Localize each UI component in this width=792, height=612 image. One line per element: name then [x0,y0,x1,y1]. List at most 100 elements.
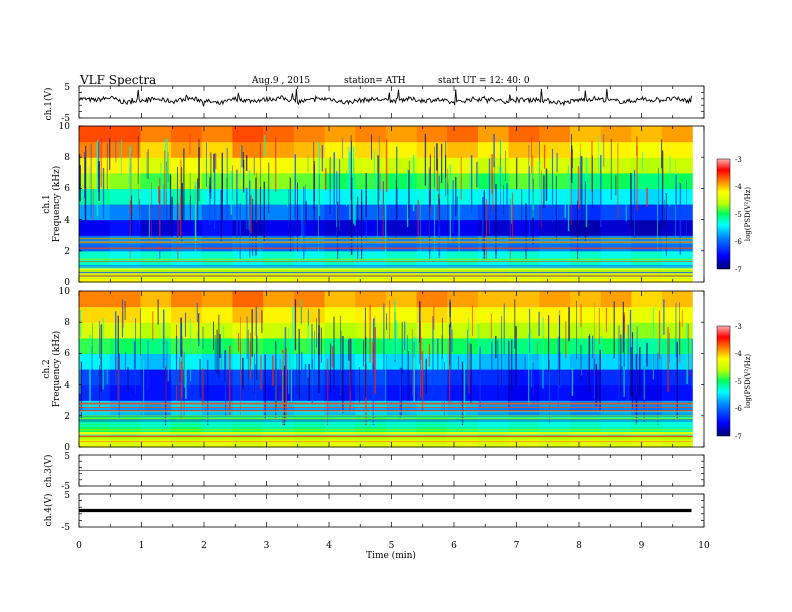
time-tick-8: 8 [576,541,582,551]
time-tick-6: 6 [451,541,457,551]
ch1-freq-tick-4: 4 [64,216,70,226]
spectrogram-cell [263,369,295,386]
spectrogram-cell [355,353,387,370]
spectrogram-cell [539,204,571,221]
ch2-spectrogram-ylabel-frequency: Frequency (kHz) [51,331,62,408]
spectrogram-cell [600,126,632,143]
spectrogram-cell [570,353,602,370]
spectrogram-no-data [692,291,705,447]
spectrogram-cell [232,291,264,308]
spectrogram-cell [109,172,141,189]
spectrogram-cell [570,172,602,189]
ch1-freq-ticks: 0 2 4 6 8 10 [59,122,71,288]
spectrogram-cell [140,431,172,448]
spectrogram-cell [109,291,141,308]
time-tick-marks [78,85,705,528]
spectrogram-cell [662,172,694,189]
spectrogram-cell [140,400,172,417]
spectrogram-cell [539,219,571,236]
ch2-colorbar-tick-m3: -3 [735,323,742,331]
spectrogram-cell [140,306,172,323]
ch2-colorbar-tick-m4: -4 [735,350,742,358]
spectrogram-cell [416,369,448,386]
spectrogram-cell [324,157,356,174]
spectrogram-cell [171,322,203,339]
spectrogram-cell [570,157,602,174]
spectrogram-cell [600,337,632,354]
ch2-freq-tick-8: 8 [64,318,70,328]
time-axis: 0 1 2 3 4 5 6 7 8 9 10 Time (min) [76,541,710,561]
spectrogram-cell [355,235,387,252]
spectrogram-cell [570,431,602,448]
ch2-colorbar-tick-m6: -6 [735,405,742,413]
spectrogram-cell [232,157,264,174]
ch3-ytick-top: 5 [64,452,70,462]
spectrogram-cell [662,291,694,308]
spectrogram-cell [385,291,418,308]
spectrogram-cell [201,306,234,323]
spectrogram-cell [171,126,203,143]
spectrogram-cell [79,219,111,236]
spectrogram-cell [600,141,632,158]
spectrogram-cell [171,431,203,448]
spectrogram-cell [447,291,479,308]
ch4-voltage-panel: 5 -5 ch.4(V) [43,491,705,533]
ch4-ytick-bottom: -5 [61,523,70,533]
spectrogram-cell [232,306,264,323]
ch1-spectrogram-ylabel-frequency: Frequency (kHz) [51,166,62,243]
spectrogram-cell [263,188,295,205]
ch2-colorbar: -3 -4 -5 -6 -7 log(PSD(V²/Hz) [716,323,752,441]
spectrogram-cell [631,204,663,221]
ch1-freq-tick-0: 0 [64,278,70,288]
spectrogram-cell [416,291,448,308]
ch2-freq-tick-0: 0 [64,443,70,453]
spectrogram-cell [662,204,694,221]
spectrogram-cell [539,337,571,354]
ch1-freq-tick-8: 8 [64,153,70,163]
spectrogram-cell [79,235,111,252]
spectrogram-cell [477,353,510,370]
spectrogram-cell [140,291,172,308]
spectrogram-cell [109,219,141,236]
spectrogram-cell [508,235,540,252]
spectrogram-cell [600,322,632,339]
header-station: station= ATH [344,76,406,86]
spectrogram-cell [385,235,418,252]
spectrogram-cell [662,141,694,158]
spectrogram-cell [570,322,602,339]
spectrogram-cell [385,353,418,370]
spectrogram-cell [447,157,479,174]
spectrogram-cell [140,353,172,370]
spectrogram-cell [201,431,234,448]
spectrogram-cell [79,322,111,339]
spectrogram-cell [293,400,326,417]
spectrogram-cell [171,188,203,205]
ch2-spectrogram-panel: 0 2 4 6 8 10 ch.2 Frequency (kHz) -3 -4 … [42,287,752,453]
spectrogram-cell [385,204,418,221]
spectrogram-cell [416,235,448,252]
spectrogram-cell [508,369,540,386]
spectrogram-cell [508,157,540,174]
spectrogram-cell [385,431,418,448]
spectrogram-cell [355,337,387,354]
spectrogram-cell [79,172,111,189]
spectrogram-cell [355,172,387,189]
spectrogram-cell [263,204,295,221]
spectrogram-cell [140,141,172,158]
spectrogram-cell [171,141,203,158]
ch1-colorbar-tick-m4: -4 [735,183,742,191]
spectrogram-cell [600,306,632,323]
spectrogram-cell [631,322,663,339]
spectrogram-cell [416,172,448,189]
spectrogram-cell [570,306,602,323]
spectrogram-cell [447,204,479,221]
spectrogram-cell [109,235,141,252]
spectrogram-cell [355,400,387,417]
spectrogram-cell [447,219,479,236]
spectrogram-cell [324,219,356,236]
spectrogram-cell [79,291,111,308]
time-tick-10: 10 [698,541,710,551]
spectrogram-cell [385,337,418,354]
spectrogram-cell [293,235,326,252]
